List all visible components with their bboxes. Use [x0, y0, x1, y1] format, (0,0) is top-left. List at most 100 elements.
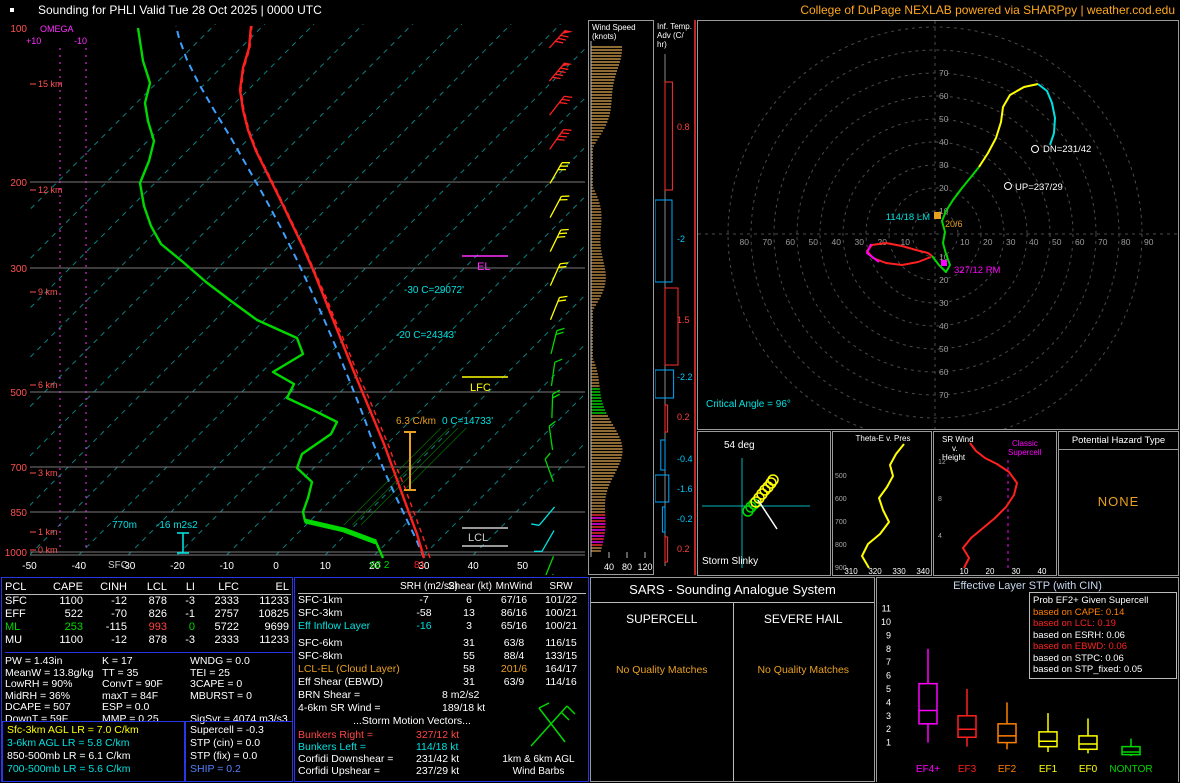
- hodo-critical-angle-segment: [866, 243, 880, 263]
- stp-y-tick: 8: [886, 644, 891, 654]
- parcel-row-MU[interactable]: MU 1100 -12 878 -3 2333 11233: [5, 634, 291, 647]
- thetae-y-tick: 500: [835, 473, 847, 480]
- barb-caption-line2: Wind Barbs: [512, 766, 565, 777]
- temp-adv-title: hr): [657, 40, 667, 49]
- shear-header: MnWind: [495, 581, 533, 592]
- storm-slinky-inset[interactable]: 54 deg Storm Slinky: [697, 431, 831, 576]
- temp-adv-value: -1.6: [677, 484, 693, 494]
- height-label: 15 km: [38, 79, 63, 89]
- srwind-y-tick: 12: [938, 459, 946, 466]
- stp-y-tick: 11: [882, 604, 891, 614]
- stp-legend-row: based on LCL: 0.19: [1033, 618, 1116, 629]
- composite-index-row: STP (cin) = 0.0: [190, 737, 261, 749]
- stp-legend-row: based on EBWD: 0.06: [1033, 641, 1127, 652]
- srw-value: 133/15: [544, 650, 578, 662]
- stp-legend-row: based on STP_fixed: 0.05: [1033, 664, 1143, 675]
- ring-label: 20: [939, 183, 949, 193]
- stat-label: BRN Shear =: [298, 689, 361, 701]
- hazard-title: Potential Hazard Type: [1059, 432, 1178, 450]
- shear-header: Shear (kt): [448, 581, 492, 592]
- parcel-cell: ML: [5, 621, 21, 633]
- nexlab-brand-link[interactable]: College of DuPage NEXLAB powered via SHA…: [800, 3, 1175, 17]
- parcel-row-EFF[interactable]: EFF 522 -70 826 -1 2757 10825: [5, 608, 291, 621]
- shear-row-label: SFC-3km: [298, 607, 343, 619]
- thermo-item: TT = 35: [102, 666, 139, 679]
- lapse-rate-box: Sfc-3km AGL LR = 7.0 C/km 3-6km AGL LR = …: [2, 721, 185, 782]
- thermo-item: TEI = 25: [190, 666, 230, 679]
- slinky-ring-mid: [765, 477, 777, 489]
- temp-adv-bar: [664, 81, 673, 191]
- cape-hatch-region: [336, 428, 470, 525]
- slinky-ring-mid: [767, 474, 779, 486]
- srwind-y-tick: 8: [938, 496, 942, 503]
- sars-supercell-status: No Quality Matches: [615, 664, 708, 676]
- hazard-panel: Potential Hazard Type NONE: [1058, 431, 1179, 576]
- ring-label: 50: [939, 114, 949, 124]
- hodograph-inset[interactable]: 10 20 30 40 50 60 70 80 90 10 20 30 40 50 60 70 80 10 10 20…: [697, 20, 1179, 430]
- stp-y-tick: 7: [886, 657, 891, 667]
- wind-speed-title: Wind Speed: [592, 23, 636, 32]
- temp-adv-value: 0.8: [677, 122, 690, 132]
- ring-label: 70: [1098, 237, 1108, 247]
- composite-indices-box: Supercell = -0.3 STP (cin) = 0.0 STP (fix)…: [185, 721, 293, 782]
- temp-adv-value: 0.2: [677, 544, 690, 554]
- parcel-row-ML[interactable]: ML 253 -115 993 0 5722 9699: [5, 621, 291, 634]
- parcel-row-SFC[interactable]: SFC 1100 -12 878 -3 2333 11233: [5, 595, 291, 608]
- temp-adv-value: -0.4: [677, 454, 693, 464]
- parcel-cell: 253: [64, 621, 83, 633]
- sars-hail-status: No Quality Matches: [757, 664, 850, 676]
- corfidi-downshear-label: DN=231/42: [1043, 144, 1091, 155]
- slinky-motion-vector: [757, 499, 778, 530]
- thermo-item: ConvT = 90F: [102, 678, 163, 690]
- stp-box-EF3: [957, 715, 977, 738]
- thermo-item: maxT = 84F: [102, 689, 159, 702]
- parcel-cell: 522: [64, 608, 83, 620]
- parcel-cell: 2333: [214, 595, 239, 607]
- omega-plus10: +10: [26, 36, 41, 46]
- thermo-item: MeanW = 13.8g/kg: [5, 666, 94, 679]
- srh-value: -58: [416, 607, 432, 619]
- ring-label: 40: [1029, 237, 1039, 247]
- stp-legend-row: based on STPC: 0.06: [1033, 652, 1124, 664]
- ring-label: 20: [983, 237, 993, 247]
- stp-category-label: EF4+: [916, 764, 940, 775]
- sars-hail-column[interactable]: SEVERE HAIL No Quality Matches: [733, 602, 875, 781]
- shear-value: 58: [463, 663, 475, 675]
- classic-supercell-label: Classic: [1012, 439, 1038, 448]
- minus20c-label: -20 C=24343': [396, 330, 456, 341]
- stp-legend: Prob EF2+ Given Supercell based on CAPE:…: [1029, 592, 1177, 679]
- mnwind-value: 63/9: [503, 676, 525, 688]
- inflow-srh-label: -16 m2s2: [156, 520, 198, 531]
- thermo-item: ESP = 0.0: [102, 701, 150, 713]
- hodograph-grid: 10 20 30 40 50 60 70 80 90 10 20 30 40 50 60 70 80 10 10 20…: [698, 21, 1178, 429]
- temp-axis-tick: -40: [72, 561, 87, 572]
- sars-supercell-column[interactable]: SUPERCELL No Quality Matches: [591, 602, 733, 781]
- thermo-indices-grid: PW = 1.43in MeanW = 13.8g/kg LowRH = 90% Mi…: [5, 652, 292, 725]
- ring-label: 40: [939, 137, 949, 147]
- temp-adv-bar: [664, 404, 669, 433]
- temp-advection-inset[interactable]: Inf. Temp.Adv (C/hr) 0.8 -2 1.5 -2.2 0.2 -0.4 -…: [655, 20, 696, 575]
- lapse-rate-row: 3-6km AGL LR = 5.8 C/km: [7, 737, 130, 749]
- wind-speed-inset[interactable]: Wind Speed(knots) 40 80 120: [588, 20, 654, 575]
- right-mover-marker: [941, 260, 947, 266]
- slinky-angle-label: 54 deg: [724, 440, 755, 451]
- temp-adv-bar: [655, 474, 670, 503]
- srw-value: 100/21: [544, 607, 578, 619]
- stp-legend-rows: based on CAPE: 0.14 based on LCL: 0.19 bas…: [1033, 607, 1173, 676]
- thermo-item: MBURST = 0: [190, 689, 252, 702]
- corfidi-upshear-label: UP=237/29: [1015, 182, 1063, 193]
- thetae-title: Theta-E v. Pres: [856, 434, 911, 443]
- thetae-y-tick: 700: [835, 519, 847, 526]
- srh-value: [400, 676, 448, 689]
- minus30c-label: -30 C=29072': [404, 285, 464, 296]
- temp-adv-bar: [660, 439, 666, 471]
- pressure-label: 200: [10, 178, 27, 189]
- stp-category-label: EF2: [998, 764, 1017, 775]
- stp-legend-title: Prob EF2+ Given Supercell: [1033, 595, 1149, 606]
- mnwind-value: 86/16: [500, 607, 528, 619]
- shear-row: SFC-3km -58 13 86/16 100/21: [298, 607, 586, 620]
- temp-adv-bar: [661, 506, 666, 533]
